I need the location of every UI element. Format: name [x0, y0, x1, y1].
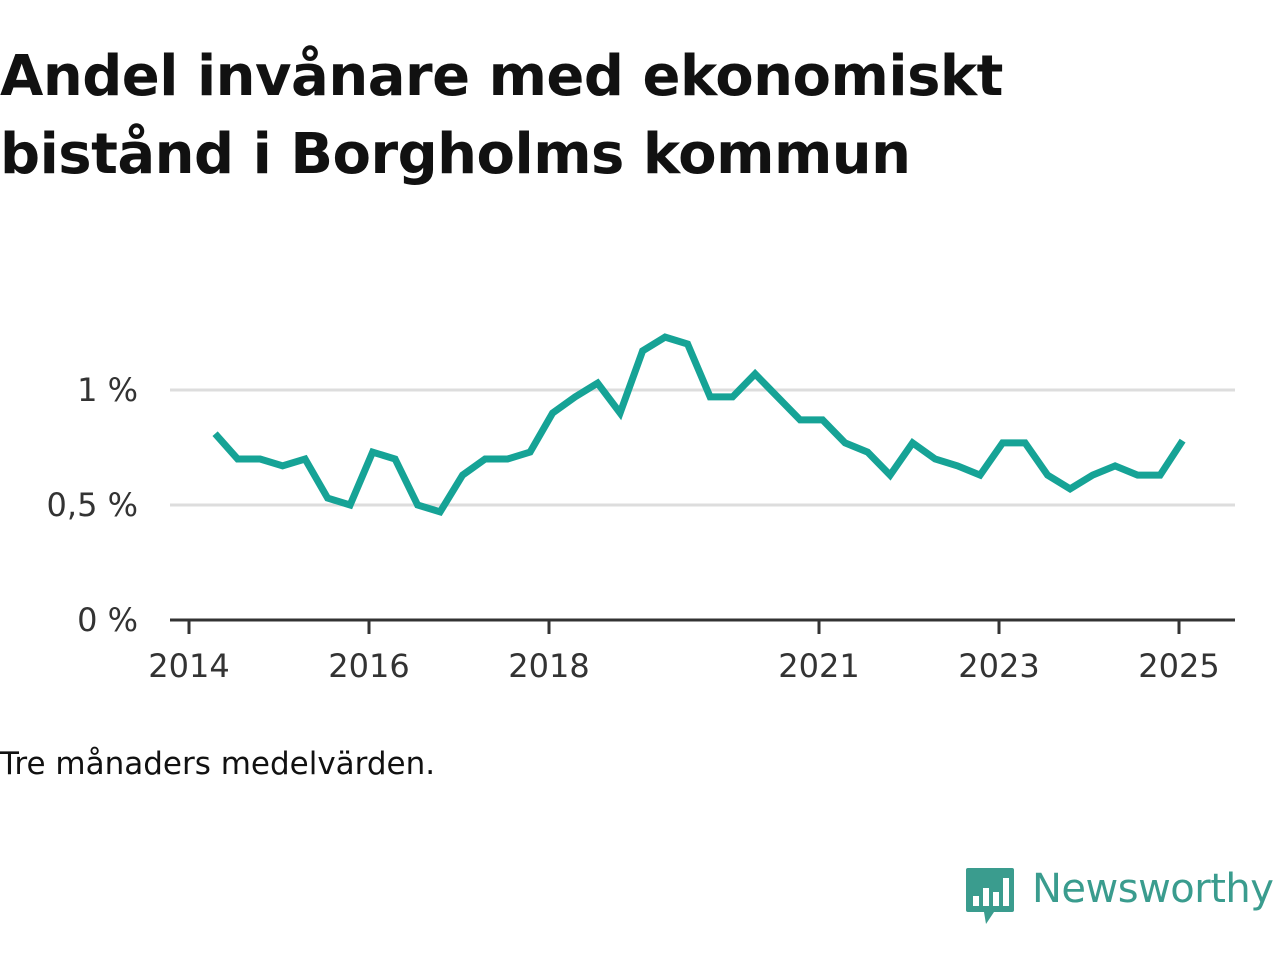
data-point	[865, 449, 871, 455]
data-point	[707, 394, 713, 400]
chart-title: Andel invånare med ekonomiskt bistånd i …	[0, 44, 1003, 187]
data-point	[1045, 472, 1051, 478]
y-tick-label: 0,5 %	[47, 486, 138, 524]
data-point	[235, 456, 241, 462]
x-tick-label: 2018	[508, 647, 589, 685]
chart-note: Tre månaders medelvärden.	[0, 746, 436, 782]
data-point	[1067, 486, 1073, 492]
data-point	[797, 417, 803, 423]
series-line	[212, 333, 1186, 517]
data-point	[572, 394, 578, 400]
logo-chart-icon	[966, 868, 1014, 924]
data-point	[640, 348, 646, 354]
data-point	[595, 380, 601, 386]
data-point	[505, 456, 511, 462]
data-point	[1000, 440, 1006, 446]
data-point	[212, 431, 218, 437]
data-point	[280, 463, 286, 469]
newsworthy-logo: Newsworthy	[964, 866, 1280, 930]
data-point	[887, 472, 893, 478]
x-tick-label: 2025	[1138, 647, 1219, 685]
data-point	[1135, 472, 1141, 478]
x-axis: 2014 2016 2018 2021 2023 2025	[148, 618, 1235, 685]
data-point	[617, 410, 623, 416]
data-point	[1022, 440, 1028, 446]
x-tick-label: 2014	[148, 647, 229, 685]
data-point	[685, 341, 691, 347]
data-point	[347, 502, 353, 508]
data-point	[392, 456, 398, 462]
data-point	[1180, 438, 1186, 444]
data-point	[257, 456, 263, 462]
x-tick-label: 2023	[958, 647, 1039, 685]
line-chart: 0 % 0,5 % 1 % 2014 2016 2018 2021 2023 2025	[47, 333, 1235, 685]
data-point	[752, 371, 758, 377]
data-point	[527, 449, 533, 455]
y-axis-labels: 0 % 0,5 % 1 %	[47, 371, 138, 639]
data-point	[977, 472, 983, 478]
data-point	[302, 456, 308, 462]
x-tick-label: 2016	[328, 647, 409, 685]
data-point	[1112, 463, 1118, 469]
data-series	[212, 333, 1186, 517]
data-point	[955, 463, 961, 469]
data-point	[820, 417, 826, 423]
data-point	[415, 502, 421, 508]
data-point	[460, 472, 466, 478]
data-point	[910, 440, 916, 446]
data-point	[1090, 472, 1096, 478]
data-point	[842, 440, 848, 446]
data-point	[932, 456, 938, 462]
data-point	[775, 394, 781, 400]
data-point	[325, 495, 331, 501]
data-point	[550, 410, 556, 416]
data-point	[662, 334, 668, 340]
data-point	[730, 394, 736, 400]
logo-wordmark: Newsworthy	[1032, 866, 1274, 912]
x-tick-label: 2021	[778, 647, 859, 685]
data-point	[1157, 472, 1163, 478]
data-point	[370, 449, 376, 455]
data-point	[437, 509, 443, 515]
y-tick-label: 0 %	[77, 601, 138, 639]
data-point	[482, 456, 488, 462]
y-tick-label: 1 %	[77, 371, 138, 409]
